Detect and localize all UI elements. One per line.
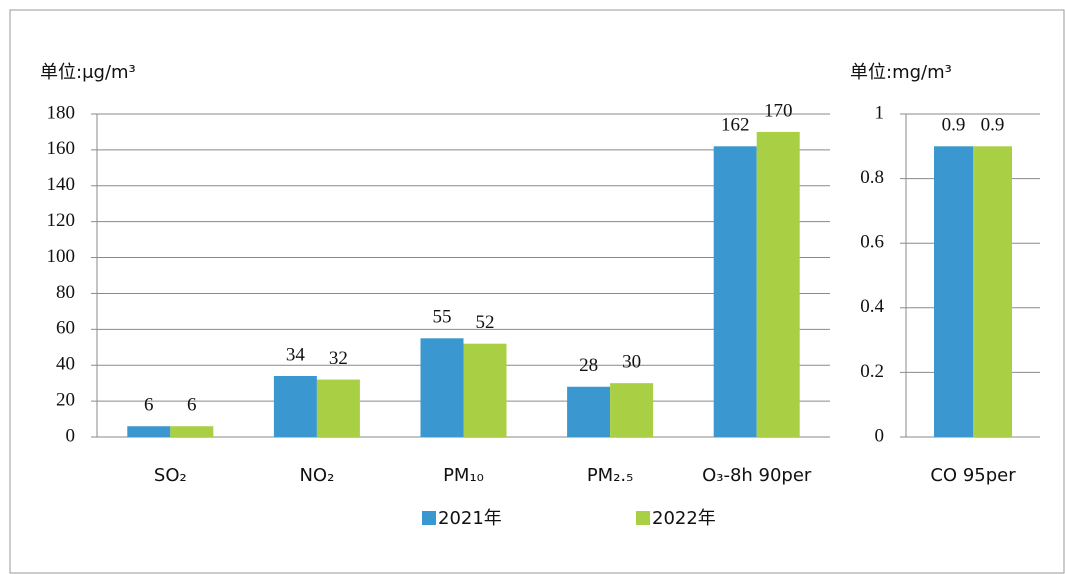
y-tick-label: 0.8 [860, 167, 884, 188]
bar [273, 375, 317, 437]
data-label: 52 [476, 312, 495, 333]
axis-label: 单位:mg/m³ [850, 62, 952, 83]
bar [127, 426, 171, 437]
data-label: 28 [579, 355, 598, 376]
data-label: 0.9 [942, 115, 966, 136]
y-tick-label: 20 [56, 389, 75, 410]
data-label: 6 [144, 395, 154, 416]
bar [170, 426, 214, 437]
y-tick-label: 0.2 [860, 361, 884, 382]
bar [756, 131, 800, 437]
y-tick-label: 0.4 [860, 296, 884, 317]
x-tick-label: PM₁₀ [443, 465, 484, 486]
y-tick-label: 0.6 [860, 232, 884, 253]
y-tick-label: 0 [66, 425, 76, 446]
x-tick-label: SO₂ [154, 465, 187, 486]
y-tick-label: 140 [47, 174, 76, 195]
frame [9, 9, 1065, 574]
y-tick-label: 120 [47, 210, 76, 231]
data-label: 30 [622, 352, 641, 373]
y-tick-label: 60 [56, 318, 75, 339]
legend-swatch [422, 511, 436, 525]
data-label: 32 [329, 348, 348, 369]
y-tick-label: 1 [875, 102, 885, 123]
x-tick-label: PM₂.₅ [587, 465, 634, 486]
y-tick-label: 180 [47, 102, 76, 123]
data-label: 170 [764, 100, 793, 121]
bar [567, 386, 611, 437]
bar [713, 146, 757, 438]
x-tick-label: NO₂ [299, 465, 334, 486]
legend-label: 2022年 [652, 508, 716, 529]
y-tick-label: 80 [56, 282, 75, 303]
legend-swatch [636, 511, 650, 525]
y-tick-label: 100 [47, 246, 76, 267]
bar [610, 383, 654, 437]
y-tick-label: 0 [875, 425, 885, 446]
y-tick-label: 40 [56, 354, 75, 375]
axis-label: 单位:μg/m³ [40, 62, 136, 83]
bar [316, 379, 360, 437]
x-tick-label: O₃-8h 90per [702, 465, 812, 486]
data-label: 0.9 [981, 115, 1005, 136]
legend-label: 2021年 [438, 508, 502, 529]
y-tick-label: 160 [47, 138, 76, 159]
bar [973, 146, 1012, 438]
x-tick-label: CO 95per [930, 465, 1016, 486]
bar [463, 343, 507, 437]
data-label: 162 [721, 115, 750, 136]
bar [934, 146, 973, 438]
data-label: 34 [286, 344, 306, 365]
data-label: 55 [433, 307, 452, 328]
bar [420, 338, 464, 437]
data-label: 6 [187, 395, 197, 416]
